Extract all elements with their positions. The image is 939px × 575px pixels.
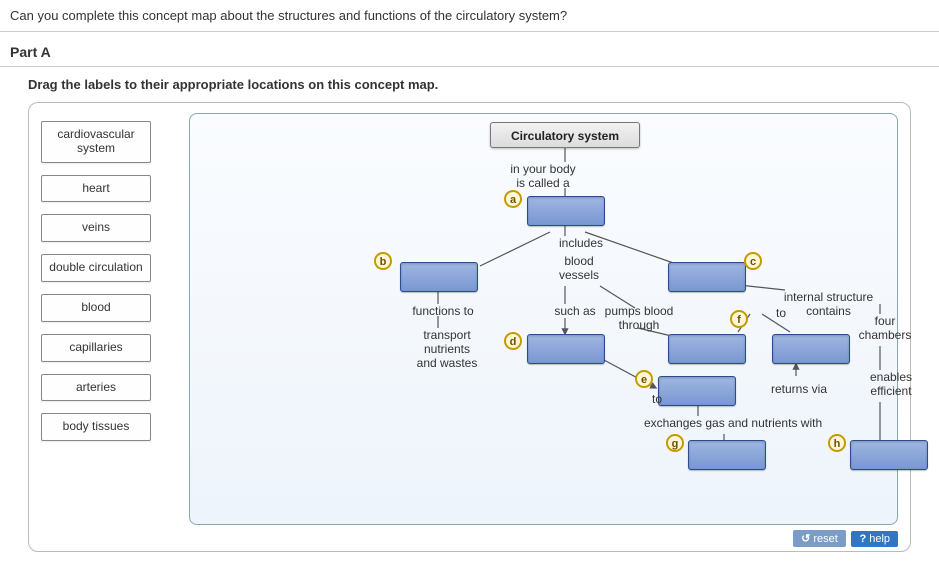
edge-exchanges: exchanges gas and nutrients with <box>644 416 822 430</box>
part-label: Part A <box>0 32 939 67</box>
drop-slot-f2[interactable] <box>772 334 850 364</box>
node-blood-vessels: blood vessels <box>544 254 614 282</box>
reset-button[interactable]: ↺reset <box>793 530 846 547</box>
hint-badge-d[interactable]: d <box>504 332 522 350</box>
edge-returns-via: returns via <box>764 382 834 396</box>
drop-slot-c[interactable] <box>668 262 746 292</box>
edge-such-as: such as <box>540 304 610 318</box>
question-text: Can you complete this concept map about … <box>0 0 939 32</box>
canvas-toolbar: ↺reset ?help <box>791 530 898 547</box>
draggable-label[interactable]: veins <box>41 214 151 242</box>
draggable-label[interactable]: cardiovascular system <box>41 121 151 163</box>
reset-label: reset <box>813 533 837 545</box>
help-button[interactable]: ?help <box>851 531 898 547</box>
help-label: help <box>869 533 890 545</box>
hint-badge-c[interactable]: c <box>744 252 762 270</box>
reset-icon: ↺ <box>801 533 810 545</box>
help-icon: ? <box>859 533 866 545</box>
drop-slot-b[interactable] <box>400 262 478 292</box>
drop-slot-g[interactable] <box>688 440 766 470</box>
node-four-chambers: four chambers <box>850 314 920 342</box>
draggable-label[interactable]: arteries <box>41 374 151 402</box>
hint-badge-g[interactable]: g <box>666 434 684 452</box>
hint-badge-f[interactable]: f <box>730 310 748 328</box>
hint-badge-a[interactable]: a <box>504 190 522 208</box>
hint-badge-b[interactable]: b <box>374 252 392 270</box>
label-palette: cardiovascular system heart veins double ci… <box>41 121 151 453</box>
edge-to-left: to <box>622 392 692 406</box>
draggable-label[interactable]: double circulation <box>41 254 151 282</box>
edge-functions-to: functions to <box>408 304 478 318</box>
draggable-label[interactable]: capillaries <box>41 334 151 362</box>
node-transport: transport nutrients and wastes <box>412 328 482 370</box>
hint-badge-e[interactable]: e <box>635 370 653 388</box>
concept-map-canvas[interactable]: Circulatory system in your body is called… <box>189 113 898 525</box>
draggable-label[interactable]: blood <box>41 294 151 322</box>
drop-slot-a[interactable] <box>527 196 605 226</box>
drop-slot-d[interactable] <box>527 334 605 364</box>
draggable-label[interactable]: heart <box>41 175 151 203</box>
hint-badge-h[interactable]: h <box>828 434 846 452</box>
edge-pumps: pumps blood through <box>604 304 674 332</box>
drop-slot-h[interactable] <box>850 440 928 470</box>
edge-in-body: in your body is called a <box>508 162 578 190</box>
edge-enables: enables efficient <box>856 370 926 398</box>
edge-includes: includes <box>546 236 616 250</box>
drop-slot-f1[interactable] <box>668 334 746 364</box>
draggable-label[interactable]: body tissues <box>41 413 151 441</box>
exercise-panel: cardiovascular system heart veins double ci… <box>28 102 911 552</box>
instructions-text: Drag the labels to their appropriate loc… <box>0 67 939 102</box>
root-node: Circulatory system <box>490 122 640 148</box>
